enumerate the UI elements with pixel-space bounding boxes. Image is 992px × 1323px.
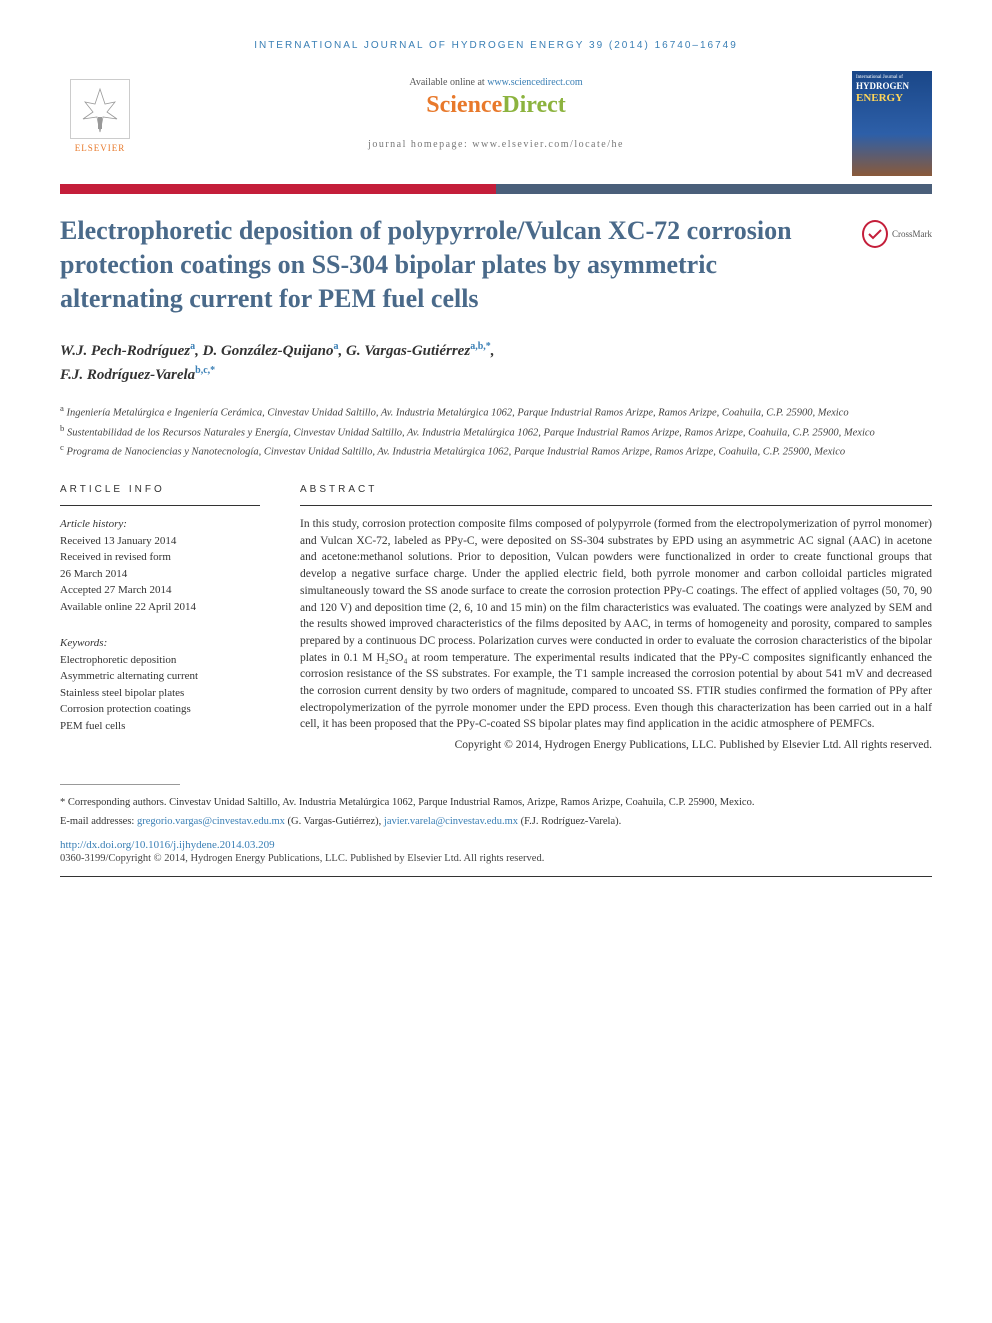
keywords: Keywords: Electrophoretic deposition Asy… bbox=[60, 635, 260, 734]
article-title: Electrophoretic deposition of polypyrrol… bbox=[60, 214, 842, 315]
footnote-separator bbox=[60, 784, 180, 785]
journal-citation: INTERNATIONAL JOURNAL OF HYDROGEN ENERGY… bbox=[60, 40, 932, 51]
email-link[interactable]: gregorio.vargas@cinvestav.edu.mx bbox=[137, 816, 285, 827]
history-label: Article history: bbox=[60, 516, 260, 533]
color-divider bbox=[60, 184, 932, 194]
keyword: Stainless steel bipolar plates bbox=[60, 685, 260, 702]
affiliation: a Ingeniería Metalúrgica e Ingeniería Ce… bbox=[60, 402, 932, 421]
elsevier-text: ELSEVIER bbox=[75, 143, 126, 153]
abstract-column: ABSTRACT In this study, corrosion protec… bbox=[300, 484, 932, 753]
keywords-label: Keywords: bbox=[60, 635, 260, 652]
cover-hydrogen: HYDROGEN bbox=[856, 82, 928, 91]
elsevier-tree-icon bbox=[70, 79, 130, 139]
header-center: Available online at www.sciencedirect.co… bbox=[160, 71, 832, 150]
email-addresses: E-mail addresses: gregorio.vargas@cinves… bbox=[60, 816, 932, 827]
sciencedirect-logo[interactable]: ScienceDirect bbox=[160, 92, 832, 119]
available-online: Available online at www.sciencedirect.co… bbox=[160, 77, 832, 88]
author: G. Vargas-Gutiérreza,b,* bbox=[346, 343, 491, 359]
keyword: Asymmetric alternating current bbox=[60, 668, 260, 685]
journal-homepage: journal homepage: www.elsevier.com/locat… bbox=[160, 139, 832, 150]
affiliation: c Programa de Nanociencias y Nanotecnolo… bbox=[60, 441, 932, 460]
doi-link[interactable]: http://dx.doi.org/10.1016/j.ijhydene.201… bbox=[60, 839, 932, 851]
abstract-heading: ABSTRACT bbox=[300, 484, 932, 495]
sd-part2: Direct bbox=[502, 92, 566, 118]
journal-cover[interactable]: International Journal of HYDROGEN ENERGY bbox=[852, 71, 932, 176]
keyword: Electrophoretic deposition bbox=[60, 652, 260, 669]
article-history: Article history: Received 13 January 201… bbox=[60, 516, 260, 615]
affiliation: b Sustentabilidad de los Recursos Natura… bbox=[60, 422, 932, 441]
email-author: (G. Vargas-Gutiérrez), bbox=[285, 816, 384, 827]
crossmark-text: CrossMark bbox=[892, 229, 932, 239]
history-item: Available online 22 April 2014 bbox=[60, 599, 260, 616]
history-item: Received 13 January 2014 bbox=[60, 533, 260, 550]
sd-part1: Science bbox=[426, 92, 502, 118]
history-item: Received in revised form bbox=[60, 549, 260, 566]
bottom-divider bbox=[60, 876, 932, 877]
crossmark-badge[interactable]: CrossMark bbox=[862, 214, 932, 254]
author: W.J. Pech-Rodrígueza bbox=[60, 343, 195, 359]
history-item: 26 March 2014 bbox=[60, 566, 260, 583]
keyword: PEM fuel cells bbox=[60, 718, 260, 735]
abstract-copyright: Copyright © 2014, Hydrogen Energy Public… bbox=[300, 737, 932, 754]
cover-top-text: International Journal of bbox=[856, 75, 928, 80]
history-item: Accepted 27 March 2014 bbox=[60, 582, 260, 599]
sciencedirect-link[interactable]: www.sciencedirect.com bbox=[487, 77, 582, 88]
article-info-heading: ARTICLE INFO bbox=[60, 484, 260, 495]
authors-list: W.J. Pech-Rodrígueza, D. González-Quijan… bbox=[60, 339, 932, 386]
email-author: (F.J. Rodríguez-Varela). bbox=[518, 816, 621, 827]
elsevier-logo[interactable]: ELSEVIER bbox=[60, 71, 140, 161]
issn-copyright: 0360-3199/Copyright © 2014, Hydrogen Ene… bbox=[60, 853, 932, 864]
crossmark-icon bbox=[862, 220, 888, 248]
keyword: Corrosion protection coatings bbox=[60, 701, 260, 718]
header-bar: ELSEVIER Available online at www.science… bbox=[60, 71, 932, 176]
affiliations: a Ingeniería Metalúrgica e Ingeniería Ce… bbox=[60, 402, 932, 460]
cover-energy: ENERGY bbox=[856, 93, 928, 104]
author: F.J. Rodríguez-Varelab,c,* bbox=[60, 367, 215, 383]
available-prefix: Available online at bbox=[409, 77, 487, 88]
article-info-column: ARTICLE INFO Article history: Received 1… bbox=[60, 484, 260, 753]
corresponding-author: * Corresponding authors. Cinvestav Unida… bbox=[60, 795, 932, 811]
email-link[interactable]: javier.varela@cinvestav.edu.mx bbox=[384, 816, 518, 827]
abstract-text: In this study, corrosion protection comp… bbox=[300, 516, 932, 753]
email-label: E-mail addresses: bbox=[60, 816, 137, 827]
author: D. González-Quijanoa bbox=[203, 343, 339, 359]
